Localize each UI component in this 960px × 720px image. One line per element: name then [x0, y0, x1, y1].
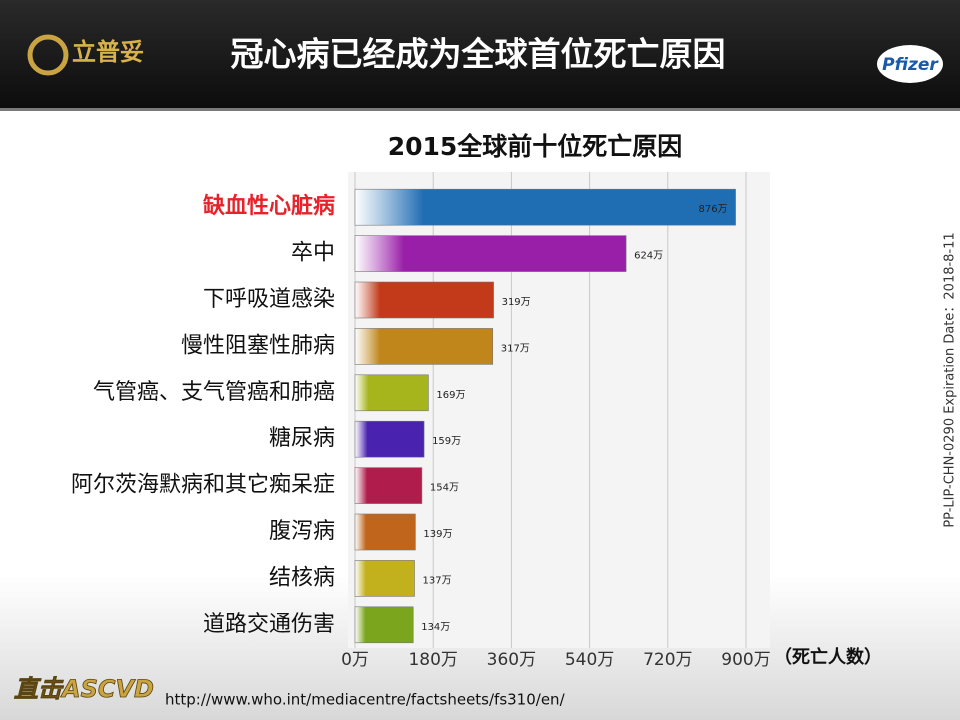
x-tick-label: 540万	[565, 650, 614, 670]
category-label: 下呼吸道感染	[203, 287, 335, 312]
x-axis-label: （死亡人数）	[774, 646, 882, 668]
bar	[354, 467, 423, 504]
bar	[354, 374, 429, 412]
brand-oval	[877, 45, 943, 83]
bar	[354, 606, 414, 644]
logo-text: 立普妥	[72, 38, 144, 66]
value-label: 154万	[430, 483, 459, 494]
bar	[354, 513, 416, 551]
category-label: 慢性阻塞性肺病	[181, 333, 335, 358]
footer-logo: 直击ASCVD	[14, 675, 154, 703]
bar	[354, 235, 627, 272]
value-label: 134万	[421, 622, 450, 633]
side-note: PP-LIP-CHN-0290 Expiration Date：2018-8-1…	[943, 232, 958, 527]
value-label: 169万	[436, 390, 465, 401]
bar	[354, 560, 415, 597]
header-rule	[0, 108, 960, 111]
value-label: 876万	[698, 204, 727, 215]
category-label: 结核病	[269, 565, 335, 590]
bar	[354, 188, 736, 226]
x-tick-label: 180万	[408, 650, 457, 670]
category-label: 气管癌、支气管癌和肺癌	[93, 380, 335, 405]
x-tick-label: 720万	[643, 650, 692, 670]
brand-text: Pfizer	[882, 55, 939, 75]
x-tick-label: 900万	[721, 650, 770, 670]
x-tick-label: 0万	[341, 650, 369, 670]
category-label: 糖尿病	[269, 426, 335, 451]
slide-title: 冠心病已经成为全球首位死亡原因	[231, 35, 726, 74]
category-label: 腹泻病	[269, 519, 335, 544]
header-bar	[0, 0, 960, 110]
category-label: 缺血性心脏病	[203, 193, 335, 219]
category-label: 卒中	[291, 241, 335, 266]
chart-title: 2015全球前十位死亡原因	[388, 132, 683, 161]
value-label: 159万	[432, 436, 461, 447]
category-label: 阿尔茨海默病和其它痴呆症	[71, 473, 335, 498]
bar	[354, 328, 494, 365]
source-url: http://www.who.int/mediacentre/factsheet…	[165, 691, 566, 709]
x-tick-label: 360万	[487, 650, 536, 670]
category-label: 道路交通伤害	[203, 612, 335, 637]
value-label: 137万	[423, 575, 452, 586]
bar	[354, 281, 494, 319]
logo-mark	[27, 34, 69, 76]
bar	[354, 420, 425, 458]
value-label: 139万	[423, 529, 452, 540]
value-label: 317万	[501, 343, 530, 354]
value-label: 319万	[502, 297, 531, 308]
value-label: 624万	[634, 251, 663, 262]
